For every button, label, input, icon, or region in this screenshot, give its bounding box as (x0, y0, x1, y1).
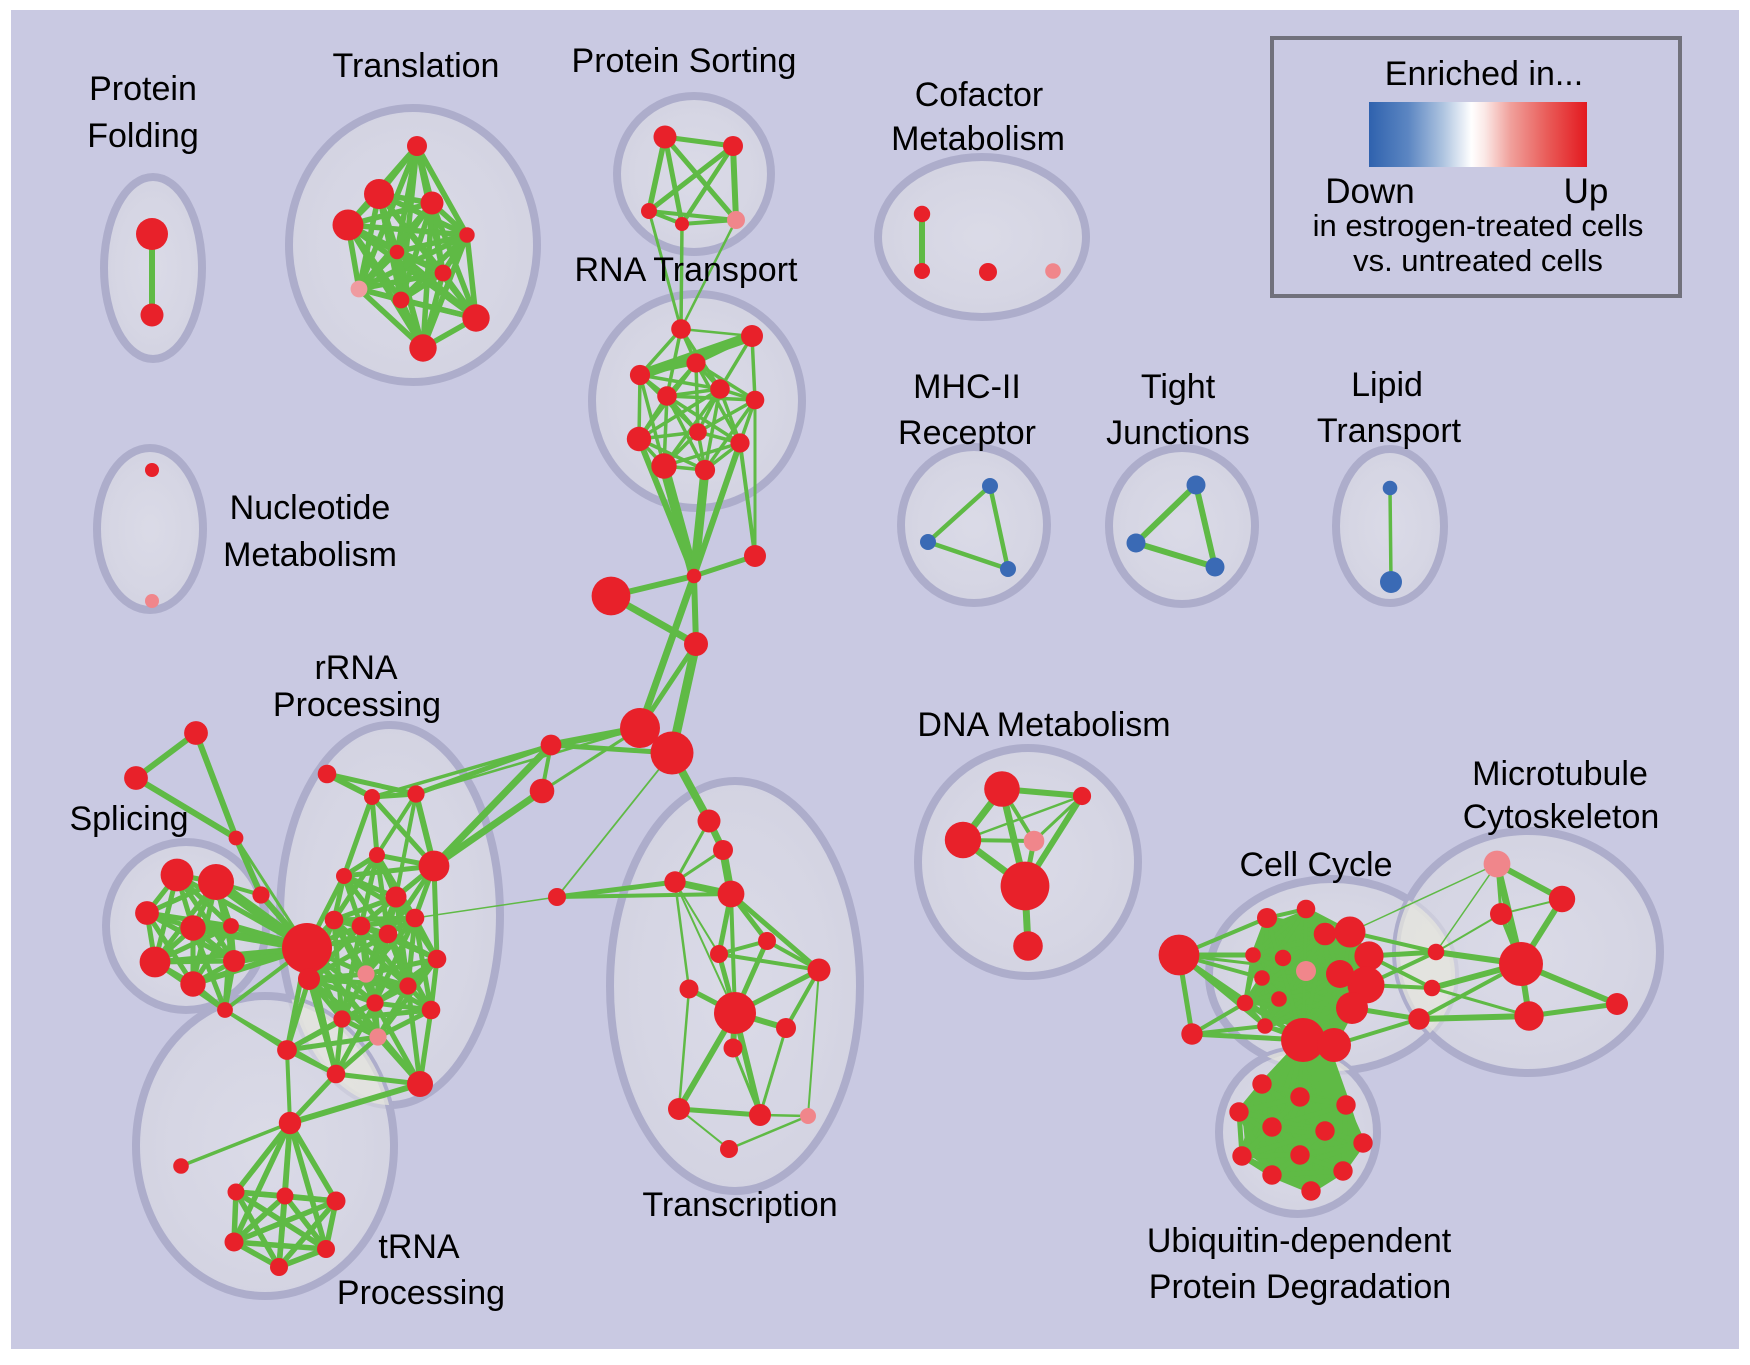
svg-text:in estrogen-treated cells: in estrogen-treated cells (1313, 208, 1644, 243)
svg-text:Receptor: Receptor (898, 414, 1036, 452)
svg-text:DNA Metabolism: DNA Metabolism (917, 706, 1170, 744)
svg-text:Transcription: Transcription (642, 1186, 837, 1224)
svg-text:rRNA: rRNA (314, 649, 397, 687)
svg-text:Cell Cycle: Cell Cycle (1239, 846, 1392, 884)
svg-text:Junctions: Junctions (1106, 414, 1250, 452)
svg-text:Down: Down (1325, 172, 1414, 211)
svg-text:Folding: Folding (87, 117, 199, 155)
svg-text:tRNA: tRNA (378, 1228, 460, 1266)
svg-text:Translation: Translation (333, 47, 500, 85)
svg-text:vs. untreated cells: vs. untreated cells (1353, 243, 1603, 278)
svg-text:Microtubule: Microtubule (1472, 755, 1648, 793)
svg-text:Transport: Transport (1317, 412, 1462, 450)
svg-text:Up: Up (1564, 172, 1609, 211)
svg-text:MHC-II: MHC-II (913, 368, 1021, 406)
svg-text:Protein Degradation: Protein Degradation (1149, 1268, 1451, 1306)
svg-text:Protein: Protein (89, 70, 197, 108)
svg-text:Lipid: Lipid (1351, 366, 1423, 404)
svg-text:Cytoskeleton: Cytoskeleton (1463, 798, 1660, 836)
svg-text:Ubiquitin-dependent: Ubiquitin-dependent (1147, 1222, 1452, 1260)
svg-text:Protein Sorting: Protein Sorting (572, 42, 797, 80)
svg-text:Cofactor: Cofactor (915, 76, 1044, 114)
svg-text:Nucleotide: Nucleotide (230, 489, 391, 527)
svg-text:Processing: Processing (337, 1274, 505, 1312)
svg-text:Enriched in...: Enriched in... (1385, 55, 1583, 93)
svg-text:Metabolism: Metabolism (223, 536, 397, 574)
svg-text:Metabolism: Metabolism (891, 120, 1065, 158)
svg-text:Processing: Processing (273, 686, 441, 724)
svg-text:Splicing: Splicing (69, 800, 188, 838)
svg-text:RNA Transport: RNA Transport (575, 251, 799, 289)
svg-text:Tight: Tight (1141, 368, 1216, 406)
